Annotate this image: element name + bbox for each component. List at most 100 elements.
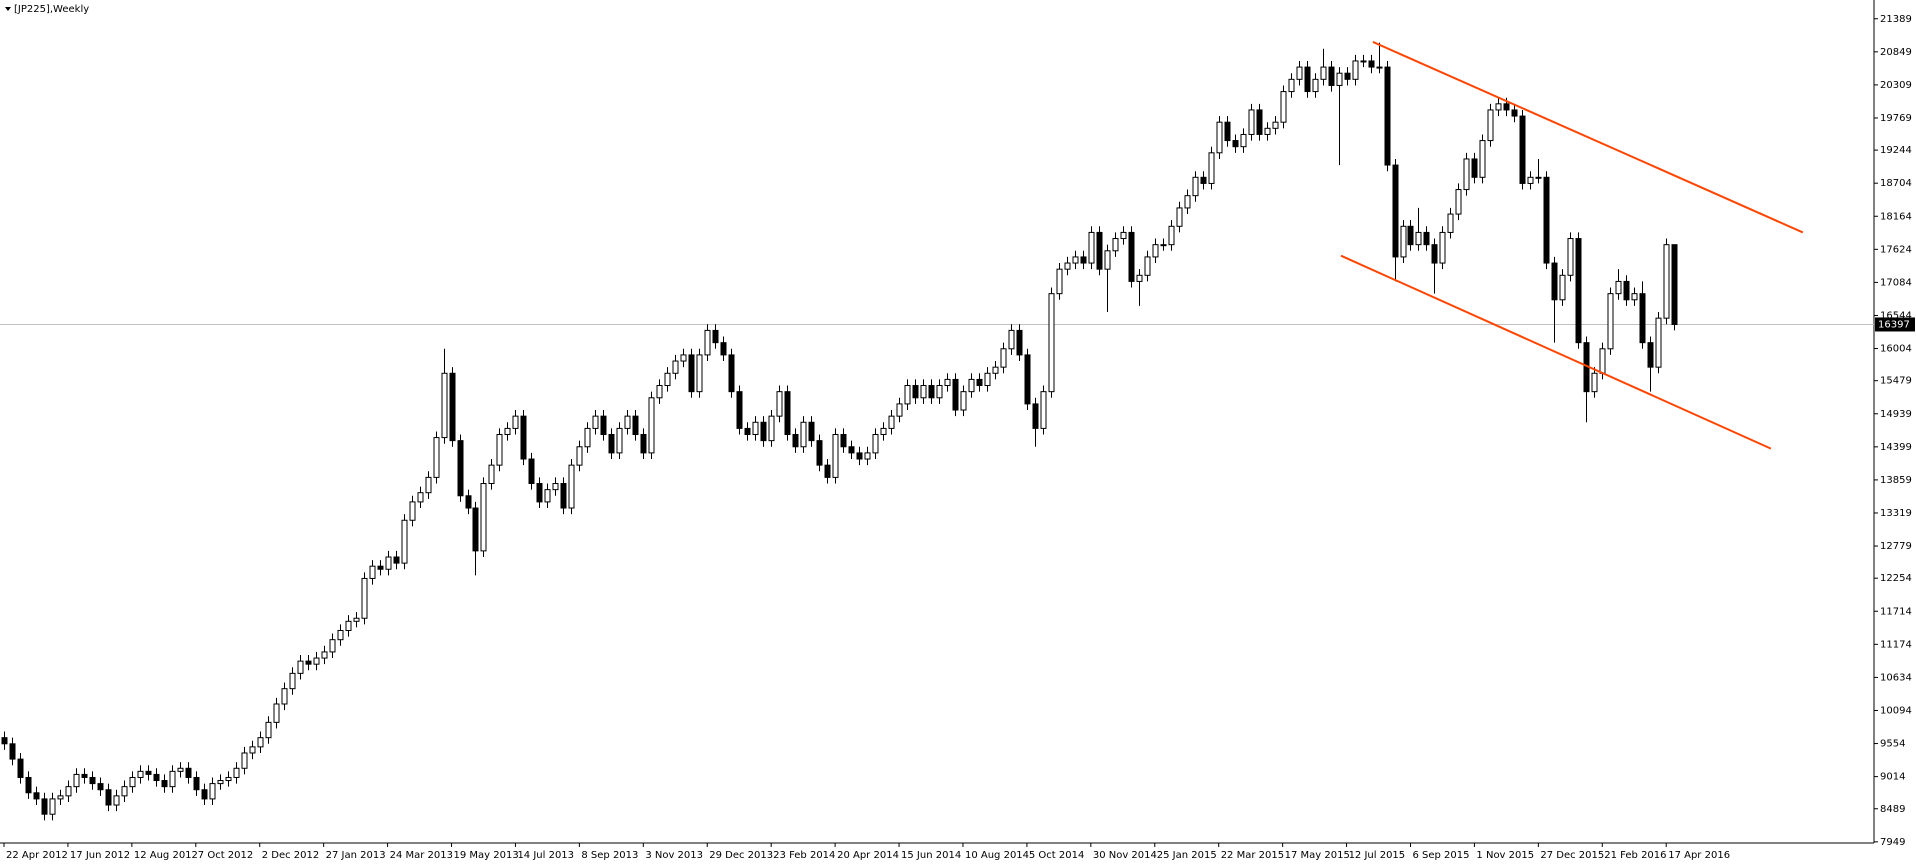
candle-body: [528, 458, 535, 485]
candle-body: [536, 483, 543, 503]
candle-body: [289, 672, 296, 690]
candle-body: [1, 737, 8, 745]
candle-body: [784, 391, 791, 436]
candle-body: [608, 434, 615, 454]
chart-title: [JP225],Weekly: [14, 4, 89, 15]
candle-body: [1479, 140, 1486, 178]
candle-body: [944, 378, 951, 387]
candle-body: [680, 354, 687, 362]
candle-body: [209, 783, 216, 800]
candle-body: [177, 767, 184, 772]
candle-body: [696, 354, 703, 393]
candle-body: [592, 415, 599, 429]
candle-body: [1160, 244, 1167, 247]
candle-body: [1088, 231, 1095, 264]
y-tick-label: 8489: [1880, 804, 1905, 815]
candle-body: [968, 378, 975, 393]
y-tick-label: 16004: [1880, 344, 1912, 355]
candle-body: [41, 798, 48, 815]
candle-body: [1104, 250, 1111, 270]
candle-body: [297, 660, 304, 674]
candle-body: [1232, 140, 1239, 148]
x-tick-label: 17 Apr 2016: [1668, 850, 1730, 861]
candle-body: [736, 391, 743, 429]
title-arrow: [5, 7, 11, 11]
candle-body: [281, 688, 288, 705]
y-tick-label: 13319: [1880, 508, 1912, 519]
candle-body: [576, 446, 583, 466]
y-tick-label: 20309: [1880, 80, 1912, 91]
candle-body: [217, 780, 224, 785]
candle-body: [241, 752, 248, 769]
x-tick-label: 29 Dec 2013: [709, 850, 773, 861]
candle-body: [512, 415, 519, 429]
x-tick-label: 27 Dec 2015: [1540, 850, 1604, 861]
candle-body: [265, 721, 272, 739]
candle-body: [129, 776, 136, 788]
candle-body: [880, 427, 887, 436]
candle-body: [856, 452, 863, 460]
candle-body: [1455, 189, 1462, 215]
candle-body: [1312, 78, 1319, 93]
candle-body: [1168, 225, 1175, 246]
candle-body: [1423, 231, 1430, 246]
candle-body: [824, 464, 831, 478]
candle-body: [1407, 225, 1414, 246]
candle-body: [1360, 60, 1367, 63]
candle-body: [1128, 231, 1135, 282]
candle-body: [1144, 256, 1151, 276]
candle-body: [920, 385, 927, 399]
candle-body: [65, 786, 72, 797]
candle-body: [1551, 262, 1558, 301]
y-tick-label: 12254: [1880, 573, 1912, 584]
current-price-label: 16397: [1878, 319, 1910, 330]
trendline: [1340, 254, 1772, 450]
y-tick-label: 15479: [1880, 376, 1912, 387]
candle-body: [1176, 207, 1183, 227]
x-tick-label: 3 Nov 2013: [645, 850, 703, 861]
candle-body: [720, 342, 727, 356]
candle-body: [1200, 176, 1207, 184]
candle-body: [1519, 115, 1526, 184]
candle-body: [185, 767, 192, 778]
candle-body: [600, 415, 607, 436]
y-tick-label: 10634: [1880, 672, 1912, 683]
candle-body: [1272, 121, 1279, 129]
y-tick-label: 21389: [1880, 14, 1912, 25]
candle-body: [648, 397, 655, 454]
x-tick-label: 23 Feb 2014: [773, 850, 835, 861]
x-tick-label: 14 Jul 2013: [517, 850, 574, 861]
candle-body: [1064, 262, 1071, 270]
candle-body: [361, 577, 368, 619]
y-tick-label: 11174: [1880, 639, 1912, 650]
candle-body: [1296, 66, 1303, 80]
candle-body: [153, 773, 160, 782]
x-tick-label: 22 Apr 2012: [6, 850, 68, 861]
x-tick-label: 17 May 2015: [1285, 850, 1350, 861]
candle-body: [1623, 280, 1630, 301]
candle-body: [1248, 109, 1255, 135]
candle-body: [377, 565, 384, 570]
candle-body: [1016, 329, 1023, 356]
candle-body: [1048, 293, 1055, 393]
candle-body: [688, 354, 695, 393]
y-tick-label: 14399: [1880, 442, 1912, 453]
candle-body: [632, 415, 639, 436]
candle-body: [321, 651, 328, 659]
candle-body: [776, 391, 783, 417]
candle-body: [1224, 121, 1231, 142]
y-tick-label: 12779: [1880, 541, 1912, 552]
candle-body: [57, 795, 64, 800]
candle-body: [712, 329, 719, 344]
candle-body: [169, 770, 176, 788]
candle-body: [417, 492, 424, 503]
candle-body: [800, 421, 807, 448]
candle-body: [984, 372, 991, 387]
candle-body: [1615, 280, 1622, 295]
x-tick-label: 27 Jan 2013: [326, 850, 386, 861]
candle-body: [1008, 329, 1015, 350]
x-tick-label: 20 Apr 2014: [837, 850, 899, 861]
x-tick-label: 30 Nov 2014: [1093, 850, 1157, 861]
